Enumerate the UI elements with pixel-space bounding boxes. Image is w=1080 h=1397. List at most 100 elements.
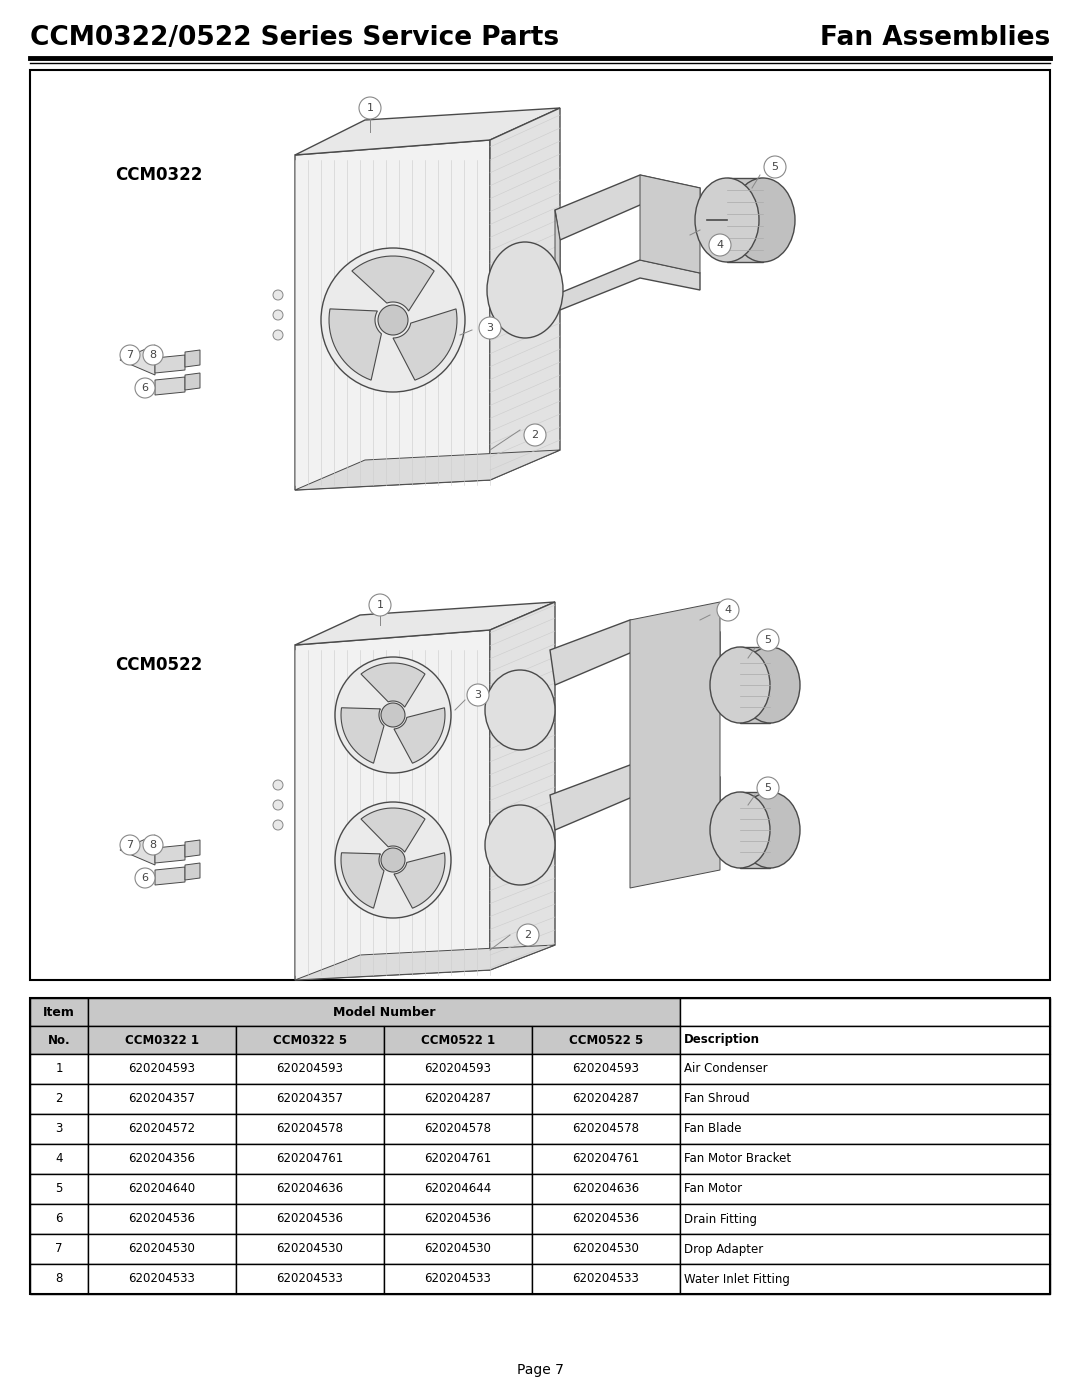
Text: 5: 5: [771, 162, 779, 172]
Bar: [30, 70, 1050, 981]
Text: 620204530: 620204530: [572, 1242, 639, 1256]
Polygon shape: [555, 175, 700, 240]
Text: 620204536: 620204536: [276, 1213, 343, 1225]
Text: Air Condenser: Air Condenser: [684, 1063, 768, 1076]
Bar: [237, 1084, 384, 1113]
Bar: [30, 1234, 87, 1264]
Text: 3: 3: [486, 323, 494, 332]
Bar: [532, 1113, 680, 1144]
Polygon shape: [490, 108, 561, 481]
Polygon shape: [120, 835, 156, 865]
Bar: [87, 1053, 237, 1084]
Ellipse shape: [740, 647, 800, 724]
Text: 8: 8: [55, 1273, 63, 1285]
Bar: [87, 1173, 237, 1204]
Text: CCM0522 5: CCM0522 5: [569, 1034, 643, 1046]
Bar: [532, 1144, 680, 1173]
Polygon shape: [550, 766, 720, 830]
Text: 620204533: 620204533: [129, 1273, 195, 1285]
Polygon shape: [295, 630, 490, 981]
Circle shape: [517, 923, 539, 946]
Circle shape: [273, 330, 283, 339]
Circle shape: [273, 800, 283, 810]
Polygon shape: [341, 852, 384, 908]
Polygon shape: [185, 351, 200, 367]
Text: Drain Fitting: Drain Fitting: [684, 1213, 757, 1225]
Text: 620204287: 620204287: [424, 1092, 491, 1105]
Circle shape: [717, 599, 739, 622]
Circle shape: [120, 835, 140, 855]
Polygon shape: [740, 792, 770, 868]
Bar: [384, 1234, 532, 1264]
Bar: [87, 1234, 237, 1264]
Circle shape: [467, 685, 489, 705]
Circle shape: [321, 249, 465, 393]
Text: 2: 2: [525, 930, 531, 940]
Text: 620204636: 620204636: [276, 1182, 343, 1196]
Circle shape: [381, 848, 405, 872]
Circle shape: [120, 345, 140, 365]
Polygon shape: [550, 620, 720, 685]
Circle shape: [273, 820, 283, 830]
Text: 8: 8: [149, 840, 157, 849]
Bar: [384, 1113, 532, 1144]
Text: 1: 1: [366, 103, 374, 113]
Text: 620204593: 620204593: [129, 1063, 195, 1076]
Polygon shape: [156, 355, 185, 373]
Text: 4: 4: [55, 1153, 63, 1165]
Text: CCM0522: CCM0522: [114, 657, 202, 673]
Circle shape: [381, 703, 405, 726]
Bar: [532, 1173, 680, 1204]
Polygon shape: [740, 647, 770, 724]
Bar: [30, 1084, 87, 1113]
Text: 7: 7: [126, 351, 134, 360]
Bar: [30, 1204, 87, 1234]
Text: 4: 4: [716, 240, 724, 250]
Text: 3: 3: [474, 690, 482, 700]
Circle shape: [369, 594, 391, 616]
Bar: [532, 1053, 680, 1084]
Text: 6: 6: [141, 873, 149, 883]
Polygon shape: [156, 845, 185, 863]
Polygon shape: [185, 840, 200, 856]
Bar: [87, 1025, 237, 1053]
Text: 620204357: 620204357: [276, 1092, 343, 1105]
Text: 620204533: 620204533: [424, 1273, 491, 1285]
Text: 620204530: 620204530: [129, 1242, 195, 1256]
Text: 620204640: 620204640: [129, 1182, 195, 1196]
Text: 3: 3: [55, 1123, 63, 1136]
Polygon shape: [185, 373, 200, 390]
Text: 620204530: 620204530: [424, 1242, 491, 1256]
Bar: [384, 1025, 532, 1053]
Polygon shape: [120, 345, 156, 374]
Bar: [384, 1264, 532, 1294]
Text: Drop Adapter: Drop Adapter: [684, 1242, 764, 1256]
Circle shape: [764, 156, 786, 177]
Polygon shape: [295, 108, 561, 155]
Text: CCM0322/0522 Series Service Parts: CCM0322/0522 Series Service Parts: [30, 25, 559, 52]
Text: Fan Motor Bracket: Fan Motor Bracket: [684, 1153, 792, 1165]
Text: 5: 5: [765, 782, 771, 793]
Bar: [532, 1204, 680, 1234]
Bar: [30, 1053, 87, 1084]
Text: Page 7: Page 7: [516, 1363, 564, 1377]
Bar: [237, 1264, 384, 1294]
Bar: [384, 1053, 532, 1084]
Text: 620204761: 620204761: [572, 1153, 639, 1165]
Bar: [680, 1113, 1050, 1144]
Text: 620204593: 620204593: [424, 1063, 491, 1076]
Ellipse shape: [710, 647, 770, 724]
Polygon shape: [393, 309, 457, 380]
Circle shape: [335, 657, 451, 773]
Text: 6: 6: [55, 1213, 63, 1225]
Polygon shape: [394, 708, 445, 763]
Bar: [87, 997, 680, 1025]
Polygon shape: [295, 602, 555, 645]
Text: 1: 1: [377, 599, 383, 610]
Text: 620204761: 620204761: [424, 1153, 491, 1165]
Polygon shape: [156, 868, 185, 886]
Circle shape: [273, 780, 283, 789]
Polygon shape: [295, 944, 555, 981]
Polygon shape: [295, 450, 561, 490]
Text: Fan Shroud: Fan Shroud: [684, 1092, 750, 1105]
